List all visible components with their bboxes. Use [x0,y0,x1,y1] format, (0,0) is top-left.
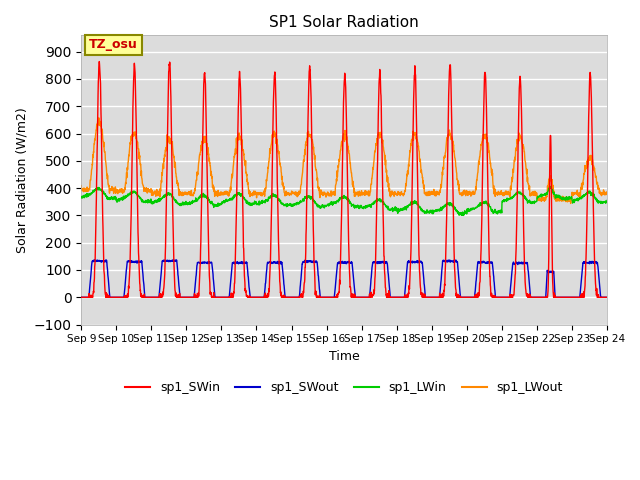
sp1_SWout [497,294,504,300]
sp1_SWout [557,294,564,300]
Title: SP1 Solar Radiation: SP1 Solar Radiation [269,15,419,30]
sp1_LWout [371,149,378,155]
sp1_LWout [77,183,85,189]
sp1_SWout [572,294,579,300]
sp1_SWin [557,294,564,300]
sp1_LWin [557,195,564,201]
sp1_SWout [224,294,232,300]
sp1_LWout [95,115,102,120]
Line: sp1_SWout: sp1_SWout [81,260,607,297]
Y-axis label: Solar Radiation (W/m2): Solar Radiation (W/m2) [15,107,28,253]
Legend: sp1_SWin, sp1_SWout, sp1_LWin, sp1_LWout: sp1_SWin, sp1_SWout, sp1_LWin, sp1_LWout [120,376,568,399]
sp1_SWin [572,294,579,300]
sp1_LWin [603,198,611,204]
sp1_LWin [547,183,554,189]
Text: TZ_osu: TZ_osu [89,38,138,51]
sp1_LWout [567,201,575,206]
Line: sp1_SWin: sp1_SWin [81,61,607,297]
sp1_SWin [497,294,504,300]
sp1_SWin [371,281,378,287]
sp1_SWout [603,294,611,300]
sp1_LWout [572,190,579,196]
sp1_LWin [572,197,579,203]
sp1_LWout [603,191,611,196]
sp1_SWout [360,294,367,300]
sp1_SWin [603,294,611,300]
sp1_LWin [359,204,367,210]
sp1_LWin [77,194,85,200]
Line: sp1_LWin: sp1_LWin [81,186,607,216]
sp1_LWout [497,189,504,195]
sp1_SWout [371,260,378,265]
sp1_LWout [557,197,564,203]
sp1_SWin [77,294,85,300]
sp1_SWout [77,294,85,300]
sp1_SWin [360,294,367,300]
sp1_LWin [497,208,504,214]
sp1_LWout [360,190,367,195]
sp1_LWin [460,213,467,218]
sp1_LWin [224,198,232,204]
sp1_SWin [95,59,103,64]
sp1_LWin [371,199,378,205]
Line: sp1_LWout: sp1_LWout [81,118,607,204]
sp1_LWout [224,192,232,198]
sp1_SWin [224,294,232,300]
X-axis label: Time: Time [329,350,360,363]
sp1_SWout [160,257,168,263]
